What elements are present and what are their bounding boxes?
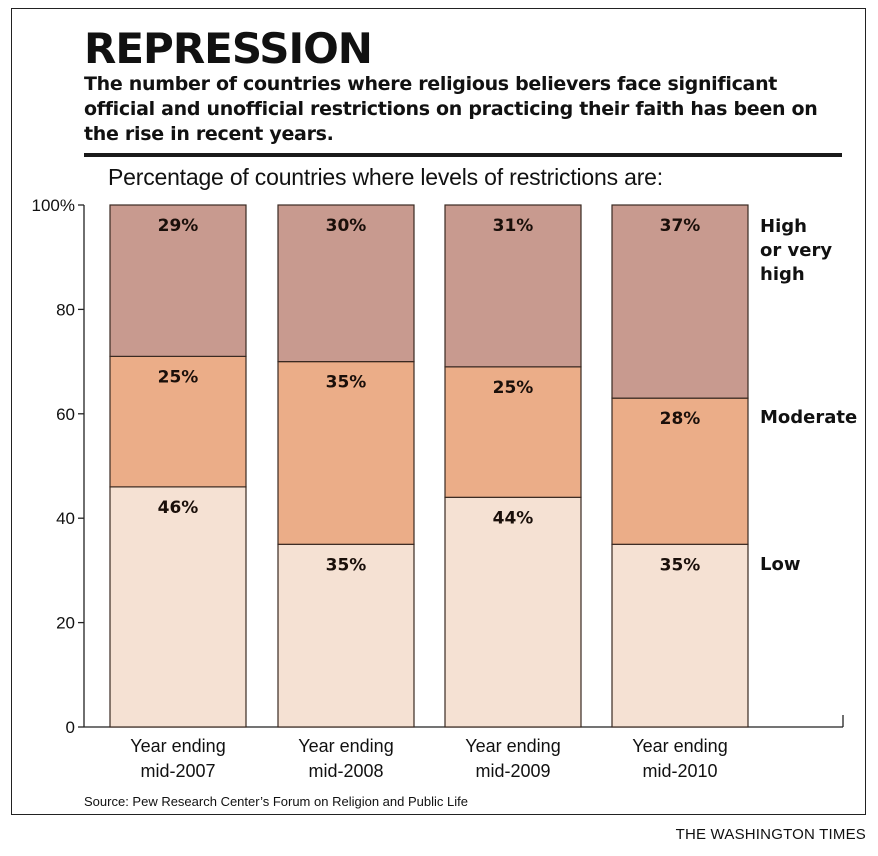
bar-segment — [109, 486, 247, 728]
data-label: 25% — [158, 367, 199, 387]
bar-segment — [109, 355, 247, 488]
headline: REPRESSION — [84, 24, 373, 73]
data-label: 30% — [326, 216, 367, 236]
category-label: Year ending — [465, 736, 560, 756]
bar-segment — [611, 204, 749, 399]
data-label: 35% — [660, 555, 701, 575]
data-label: 44% — [493, 508, 534, 528]
legend-label: High — [760, 216, 807, 237]
header-rule — [84, 153, 842, 157]
data-label: 28% — [660, 409, 701, 429]
data-label: 37% — [660, 216, 701, 236]
bar-segment — [444, 366, 582, 498]
y-tick-label: 40 — [56, 509, 75, 528]
y-tick-label: 20 — [56, 614, 75, 633]
bar-segment — [277, 543, 415, 728]
bar-segment — [277, 204, 415, 363]
bar-segment — [277, 361, 415, 545]
category-label: mid-2007 — [140, 761, 215, 781]
y-tick-label: 0 — [66, 718, 75, 737]
legend-label: high — [760, 264, 805, 285]
bar-segment — [611, 543, 749, 728]
data-label: 25% — [493, 378, 534, 398]
bar-segment — [444, 204, 582, 368]
y-tick-label: 60 — [56, 405, 75, 424]
y-tick-label: 80 — [56, 300, 75, 319]
data-label: 31% — [493, 216, 534, 236]
publisher-credit: THE WASHINGTON TIMES — [675, 826, 866, 843]
category-label: mid-2010 — [642, 761, 717, 781]
data-label: 35% — [326, 555, 367, 575]
category-label: Year ending — [632, 736, 727, 756]
legend-label: Low — [760, 554, 800, 575]
data-label: 29% — [158, 216, 199, 236]
bar-segment — [109, 204, 247, 357]
subheadline: The number of countries where religious … — [84, 73, 818, 145]
source-note: Source: Pew Research Center’s Forum on R… — [84, 794, 468, 809]
data-label: 35% — [326, 373, 367, 393]
category-label: mid-2009 — [475, 761, 550, 781]
y-tick-label: 100% — [32, 196, 75, 215]
category-label: Year ending — [130, 736, 225, 756]
legend-label: or very — [760, 240, 832, 261]
category-label: mid-2008 — [308, 761, 383, 781]
bar-segment — [444, 496, 582, 728]
chart-title: Percentage of countries where levels of … — [108, 164, 663, 190]
legend-label: Moderate — [760, 407, 857, 428]
graphic-frame — [11, 8, 866, 815]
category-label: Year ending — [298, 736, 393, 756]
data-label: 46% — [158, 498, 199, 518]
